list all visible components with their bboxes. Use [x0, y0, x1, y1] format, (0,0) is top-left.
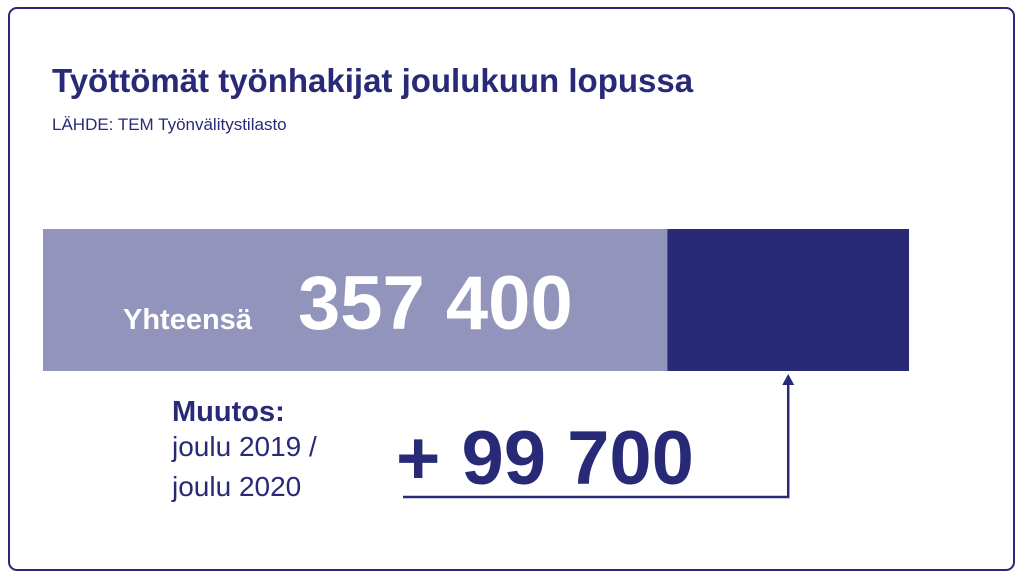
total-value: 357 400 — [298, 261, 573, 346]
total-label: Yhteensä — [123, 304, 253, 336]
title: Työttömät työnhakijat joulukuun lopussa — [52, 62, 694, 99]
change-period: joulu 2019 / — [171, 431, 317, 462]
change-bar — [667, 229, 909, 371]
change-label: Muutos: — [172, 396, 285, 428]
subtitle: LÄHDE: TEM Työnvälitystilasto — [52, 115, 287, 134]
bar-group: Yhteensä 357 400 — [43, 229, 909, 371]
change-value: + 99 700 — [396, 416, 694, 501]
change-arrow — [403, 383, 790, 499]
arrow-head — [782, 374, 795, 385]
change-period: joulu 2020 — [171, 471, 301, 502]
